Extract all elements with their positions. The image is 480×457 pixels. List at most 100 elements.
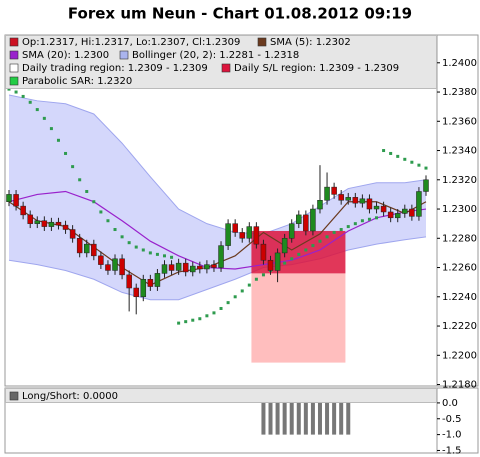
candle-body	[267, 259, 274, 271]
region	[251, 273, 346, 363]
y-tick-label: 0.0	[442, 398, 458, 409]
candle-body	[345, 197, 352, 201]
candle-body	[190, 265, 196, 273]
legend-swatch	[221, 63, 231, 73]
candle-body	[409, 208, 415, 217]
candle-body	[218, 245, 224, 268]
sar-dot	[56, 138, 60, 142]
candle-body	[20, 205, 26, 216]
sar-dot	[177, 321, 181, 325]
candle-body	[331, 186, 337, 195]
sar-dot	[14, 90, 18, 94]
legend-label: Daily trading region: 1.2309 - 1.2309	[22, 63, 208, 74]
sar-dot	[141, 248, 145, 252]
candle-body	[225, 223, 231, 246]
sar-dot	[134, 245, 138, 249]
bollinger-lower	[8, 236, 427, 301]
candle-body	[133, 287, 139, 298]
candle-body	[76, 238, 83, 254]
candle-body	[69, 229, 76, 239]
y-tick-label: -1.5	[442, 445, 462, 456]
region	[251, 230, 346, 274]
sar-dot	[325, 235, 329, 239]
legend-swatch	[9, 76, 19, 86]
legend-swatch	[119, 50, 129, 60]
sar-dot	[396, 154, 400, 158]
legend-label: Op:1.2317, Hi:1.2317, Lo:1.2307, Cl:1.23…	[22, 37, 240, 48]
candle-body	[175, 262, 182, 271]
sar-dot	[367, 217, 371, 221]
candle-body	[387, 211, 394, 219]
sar-dot	[85, 189, 89, 193]
bar	[289, 402, 294, 435]
bar	[332, 402, 337, 435]
candle-body	[423, 179, 429, 192]
candle-body	[394, 213, 401, 219]
sar-dot	[261, 273, 265, 277]
candle-body	[281, 238, 288, 254]
candle-body	[338, 194, 344, 201]
candle-body	[41, 220, 48, 227]
legend-swatch	[9, 50, 19, 60]
legend-label: Long/Short: 0.0000	[22, 391, 118, 402]
bar	[303, 402, 308, 435]
candle-body	[366, 198, 373, 210]
candle-body	[112, 258, 118, 271]
candle-body	[260, 243, 267, 261]
sar-dot	[233, 295, 237, 299]
candle-body	[83, 243, 90, 254]
candle-body	[147, 278, 154, 287]
sar-dot	[106, 219, 110, 223]
sar-dot	[389, 151, 393, 155]
sar-dot	[35, 108, 39, 112]
y-tick-label: 1.2380	[442, 87, 477, 98]
candle-body	[48, 221, 55, 227]
bar	[275, 402, 280, 435]
candle-body	[161, 264, 168, 274]
candle-body	[310, 208, 316, 232]
bollinger-upper	[8, 94, 427, 235]
candle-body	[91, 243, 97, 257]
bar	[317, 402, 322, 435]
bar	[310, 402, 315, 435]
sar-dot	[311, 244, 315, 248]
sar-dot	[71, 165, 75, 169]
y-tick-label: 1.2280	[442, 233, 477, 244]
y-tick-label: -1.0	[442, 430, 462, 441]
candle-body	[168, 264, 175, 271]
sar-dot	[170, 255, 174, 259]
sar-dot	[339, 228, 343, 232]
legend-label: SMA (5): 1.2302	[270, 37, 351, 48]
y-tick-label: 1.2340	[442, 146, 477, 157]
legend-label: Parabolic SAR: 1.2320	[22, 76, 132, 87]
legend-label: Daily S/L region: 1.2309 - 1.2309	[234, 63, 399, 74]
sar-dot	[410, 160, 414, 164]
sar-dot	[304, 248, 308, 252]
candle-body	[303, 214, 309, 232]
chart-title: Forex um Neun - Chart 01.08.2012 09:19	[68, 5, 412, 23]
candle-body	[232, 223, 238, 233]
candle-body	[62, 224, 69, 230]
sar-dot	[198, 317, 202, 321]
sar-dot	[403, 157, 407, 161]
bar	[296, 402, 301, 435]
bar	[325, 402, 330, 435]
sar-dot	[184, 320, 188, 324]
candle-body	[119, 258, 125, 276]
candle-body	[98, 255, 104, 265]
candle-body	[359, 198, 366, 204]
sar-dot	[155, 252, 159, 256]
legend-label: SMA (20): 1.2300	[22, 50, 109, 61]
y-tick-label: 1.2320	[442, 175, 477, 186]
candle-body	[317, 200, 323, 210]
sar-dot	[417, 163, 421, 167]
sar-dot	[120, 235, 124, 239]
sar-dot	[353, 222, 357, 226]
sar-dot	[226, 301, 230, 305]
sar-dot	[382, 149, 386, 153]
candle-body	[416, 191, 422, 217]
sar-dot	[290, 257, 294, 261]
sar-dot	[240, 289, 244, 293]
y-tick-label: 1.2240	[442, 292, 477, 303]
